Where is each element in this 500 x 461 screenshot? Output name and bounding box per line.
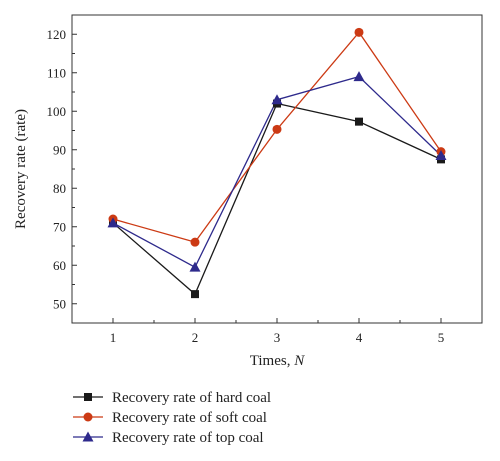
y-tick-label: 80 [53, 181, 66, 196]
data-point-series-1 [355, 117, 363, 126]
x-tick-label: 2 [192, 330, 199, 345]
legend-label: Recovery rate of top coal [112, 430, 264, 446]
y-axis-label: Recovery rate (rate) [13, 109, 29, 229]
data-point-series-3 [271, 94, 283, 105]
legend: Recovery rate of hard coal Recovery rate … [73, 390, 271, 446]
data-point-series-3 [189, 261, 201, 272]
y-tick-label: 70 [53, 219, 66, 234]
legend-label: Recovery rate of hard coal [112, 390, 271, 406]
series-layer [107, 27, 447, 299]
plot-frame [71, 14, 483, 324]
y-axis: 50 60 70 80 90 100 110 120 [47, 14, 77, 324]
x-axis: 1 2 3 4 5 [110, 318, 445, 345]
data-point-series-2 [354, 27, 364, 37]
data-point-series-2 [190, 237, 200, 247]
x-tick-label: 1 [110, 330, 117, 345]
y-tick-label: 100 [47, 104, 67, 119]
x-tick-label: 4 [356, 330, 363, 345]
y-tick-label: 50 [53, 296, 66, 311]
data-point-series-2 [272, 124, 282, 134]
legend-label: Recovery rate of soft coal [112, 410, 267, 426]
data-point-series-1 [191, 290, 199, 299]
y-tick-label: 60 [53, 258, 66, 273]
legend-marker [82, 431, 94, 442]
y-tick-label: 90 [53, 142, 66, 157]
x-tick-label: 5 [438, 330, 445, 345]
legend-marker [83, 412, 93, 422]
data-point-series-3 [435, 150, 447, 161]
data-point-series-3 [107, 217, 119, 228]
y-tick-label: 110 [47, 65, 66, 80]
legend-marker [84, 393, 92, 401]
x-tick-label: 3 [274, 330, 281, 345]
x-axis-label: Times, N [250, 353, 305, 369]
y-tick-label: 120 [47, 27, 67, 42]
data-point-series-3 [353, 71, 365, 82]
